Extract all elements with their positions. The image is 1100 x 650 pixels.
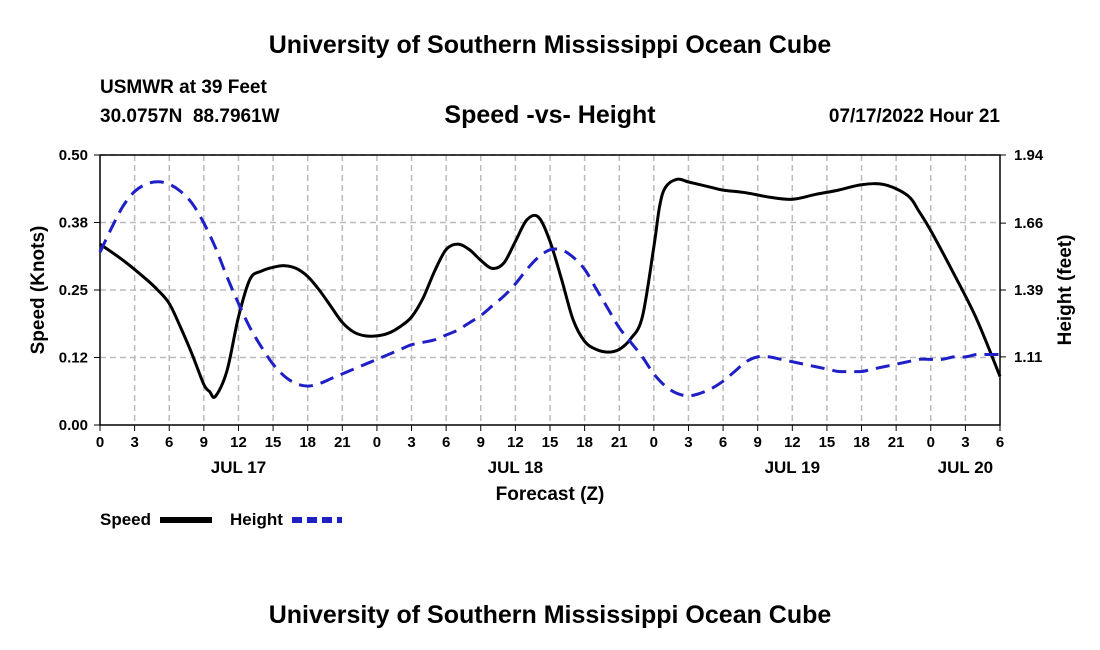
y-axis-title: Speed (Knots) [28,226,49,355]
x-tick-label: 21 [888,434,905,451]
x-tick-label: 12 [507,434,524,451]
x-tick-label: 3 [407,434,415,451]
x-tick-label: 12 [230,434,247,451]
y-tick-label: 0.50 [59,147,88,164]
x-tick-label: 21 [334,434,351,451]
x-tick-label: 3 [130,434,138,451]
date-label: JUL 19 [765,458,820,477]
x-tick-label: 15 [819,434,836,451]
y2-tick-label: 1.11 [1014,349,1042,366]
y2-tick-label: 1.94 [1014,147,1044,164]
y-tick-label: 0.38 [59,215,88,232]
y-axis-right: 1.11 1.39 1.66 1.94 [1000,147,1044,366]
x-tick-label: 18 [853,434,870,451]
y-tick-label: 0.00 [59,417,88,434]
x-tick-label: 21 [611,434,628,451]
legend-label-speed: Speed [100,510,151,529]
x-axis-title: Forecast (Z) [496,484,605,505]
x-tick-label: 9 [477,434,485,451]
x-tick-label: 0 [373,434,381,451]
x-tick-label: 6 [996,434,1004,451]
date-label: JUL 20 [938,458,993,477]
y-tick-label: 0.12 [59,350,88,367]
x-tick-label: 3 [961,434,969,451]
x-tick-label: 6 [442,434,450,451]
forecast-datetime: 07/17/2022 Hour 21 [828,106,1000,127]
x-tick-label: 3 [684,434,692,451]
footer-title: University of Southern Mississippi Ocean… [268,601,832,629]
page-title: University of Southern Mississippi Ocean… [268,31,832,59]
series-line-speed [99,177,1002,399]
y2-axis-title: Height (feet) [1055,235,1076,346]
x-tick-label: 9 [754,434,762,451]
x-tick-label: 18 [576,434,593,451]
y-axis-left: 0.00 0.12 0.25 0.38 0.50 [59,147,100,434]
series-group [98,177,1002,399]
x-tick-label: 0 [96,434,104,451]
x-tick-label: 0 [927,434,935,451]
x-tick-label: 0 [650,434,658,451]
date-label: JUL 17 [211,458,266,477]
grid [100,154,1000,425]
y2-tick-label: 1.39 [1014,282,1043,299]
y-tick-label: 0.25 [59,282,88,299]
series-line-height [98,180,1000,398]
x-tick-label: 9 [200,434,208,451]
coordinates-label: 30.0757N 88.7961W [100,106,280,127]
x-tick-label: 15 [542,434,559,451]
y2-tick-label: 1.66 [1014,215,1043,232]
x-tick-label: 15 [265,434,282,451]
x-tick-label: 18 [299,434,316,451]
x-tick-label: 12 [784,434,801,451]
chart-subtitle: Speed -vs- Height [444,101,656,129]
x-tick-label: 6 [719,434,727,451]
x-tick-label: 6 [165,434,173,451]
x-axis: 0 3 6 9 12 15 18 21 0 3 6 9 12 15 18 21 0 3 6 9 12 15 18 21 0 3 6J… [96,425,1004,477]
station-label: USMWR at 39 Feet [100,77,267,98]
legend-label-height: Height [230,510,283,529]
legend: Speed Height [100,510,342,529]
date-label: JUL 18 [488,458,543,477]
